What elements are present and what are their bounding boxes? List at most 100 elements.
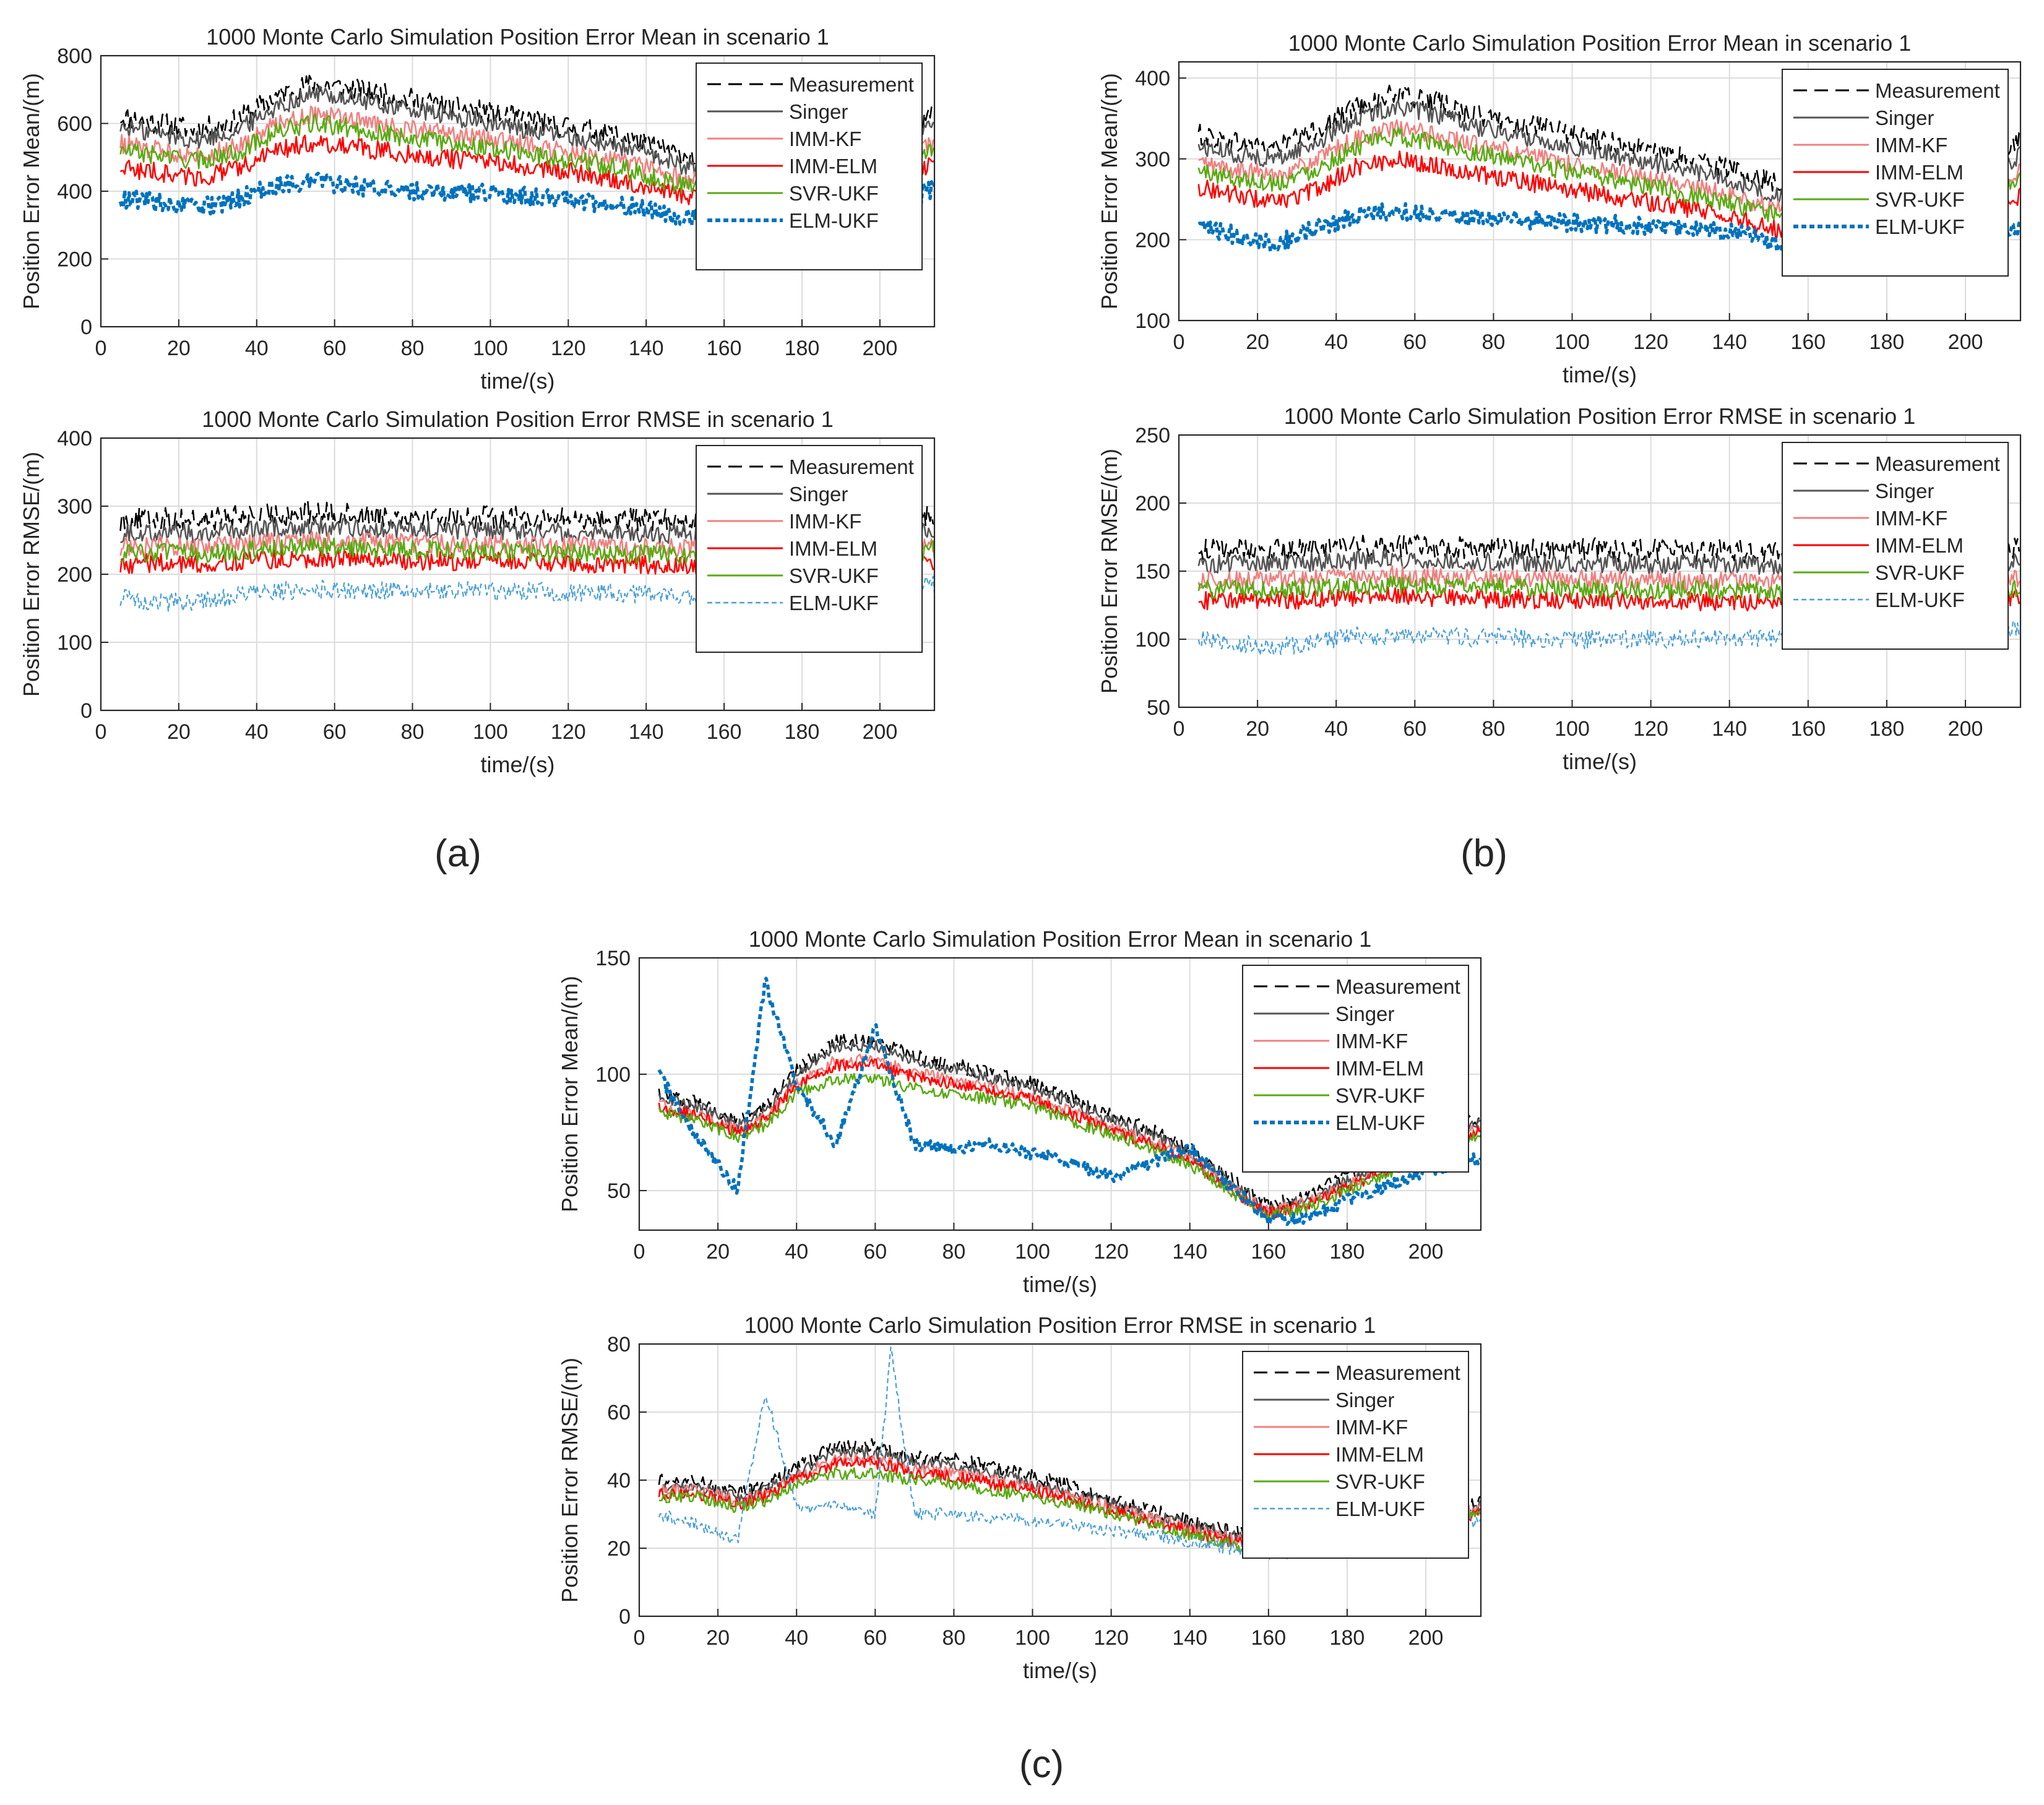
y-tick-label: 20 [607, 1537, 631, 1561]
legend-label: Singer [789, 483, 848, 506]
x-tick-label: 180 [1330, 1240, 1365, 1264]
y-tick-label: 400 [57, 180, 92, 204]
legend-label: SVR-UKF [1335, 1084, 1425, 1107]
x-tick-label: 200 [1408, 1240, 1444, 1264]
x-tick-label: 140 [1172, 1626, 1207, 1650]
x-tick-label: 100 [1555, 717, 1590, 741]
series-layer [657, 976, 1481, 1226]
x-tick-label: 120 [1093, 1626, 1129, 1650]
legend-label: Measurement [1875, 452, 2000, 475]
y-axis-label: Position Error RMSE/(m) [1097, 449, 1122, 694]
x-tick-label: 0 [1173, 717, 1185, 741]
x-axis-label: time/(s) [1563, 749, 1637, 774]
chart-2: 0 20 40 60 80 100 120 140 160 180 200 100 200 300 400 1… [1097, 30, 2022, 387]
x-tick-label: 160 [707, 337, 742, 360]
y-tick-label: 400 [57, 427, 92, 450]
x-tick-label: 20 [167, 337, 191, 360]
x-tick-label: 100 [1015, 1240, 1050, 1264]
y-tick-label: 100 [1135, 628, 1170, 652]
x-tick-label: 80 [401, 337, 425, 360]
legend-label: Measurement [1335, 1361, 1460, 1384]
x-tick-label: 200 [863, 337, 898, 360]
series-line-imm-elm [658, 1058, 1481, 1220]
legend-label: IMM-ELM [1335, 1443, 1424, 1466]
legend-label: Singer [1335, 1389, 1394, 1411]
x-tick-label: 140 [1712, 717, 1747, 741]
legend-label: Measurement [789, 455, 914, 478]
x-axis-label: time/(s) [481, 752, 555, 777]
x-tick-label: 120 [551, 337, 586, 360]
x-tick-label: 0 [95, 720, 107, 744]
y-tick-label: 200 [1135, 228, 1170, 252]
x-tick-label: 200 [1408, 1626, 1444, 1650]
series-line-imm-kf [658, 1053, 1481, 1217]
x-tick-label: 0 [1173, 330, 1185, 354]
x-tick-label: 160 [707, 720, 742, 744]
x-tick-label: 180 [1869, 717, 1905, 741]
y-tick-label: 600 [57, 113, 92, 136]
y-tick-label: 80 [607, 1333, 631, 1356]
legend-label: Singer [1875, 480, 1934, 502]
x-tick-label: 140 [629, 337, 664, 360]
legend-label: IMM-KF [1335, 1416, 1408, 1439]
x-tick-label: 80 [942, 1240, 965, 1264]
legend-label: IMM-ELM [1875, 161, 1964, 184]
x-axis-label: time/(s) [1023, 1272, 1097, 1297]
series-line-elm-ukf [657, 976, 1481, 1226]
y-axis-label: Position Error RMSE/(m) [557, 1358, 582, 1603]
x-tick-label: 80 [942, 1626, 965, 1650]
y-tick-label: 800 [57, 45, 92, 68]
legend-label: SVR-UKF [789, 564, 879, 587]
legend-label: ELM-UKF [1335, 1111, 1425, 1134]
x-tick-label: 140 [1712, 330, 1747, 354]
x-tick-label: 200 [1948, 717, 1983, 741]
x-tick-label: 20 [706, 1240, 730, 1264]
x-tick-label: 60 [323, 720, 347, 744]
x-tick-label: 80 [1481, 717, 1505, 741]
x-tick-label: 20 [1246, 330, 1269, 354]
legend-label: ELM-UKF [789, 592, 879, 614]
x-tick-label: 100 [473, 720, 508, 744]
x-tick-label: 40 [245, 337, 269, 360]
chart-4: 0 20 40 60 80 100 120 140 160 180 200 50 100 150 200 25… [1097, 403, 2022, 774]
legend-label: Singer [1335, 1002, 1394, 1025]
legend-label: IMM-KF [789, 127, 861, 150]
x-tick-label: 120 [1633, 717, 1668, 741]
x-tick-label: 200 [1948, 330, 1983, 354]
x-tick-label: 0 [634, 1240, 645, 1264]
caption-b: (b) [1460, 832, 1507, 875]
y-tick-label: 50 [1147, 696, 1170, 720]
x-tick-label: 0 [634, 1626, 645, 1650]
x-tick-label: 40 [785, 1626, 808, 1650]
legend: Measurement Singer IMM-KF IMM-ELM SVR-UKF ELM… [1782, 69, 2009, 277]
x-tick-label: 100 [473, 337, 508, 360]
x-tick-label: 140 [629, 720, 664, 744]
x-tick-label: 100 [1015, 1626, 1050, 1650]
series-line-singer [658, 1040, 1481, 1214]
x-tick-label: 180 [785, 720, 820, 744]
y-tick-label: 100 [57, 631, 92, 655]
y-tick-label: 100 [1135, 309, 1170, 333]
x-tick-label: 160 [1251, 1240, 1286, 1264]
legend-label: SVR-UKF [1875, 188, 1965, 211]
y-tick-label: 200 [57, 248, 92, 272]
caption-c: (c) [1019, 1743, 1064, 1786]
y-tick-label: 200 [1135, 492, 1170, 515]
legend-label: ELM-UKF [1335, 1497, 1425, 1520]
x-tick-label: 180 [785, 337, 820, 360]
axes-frame [638, 957, 1482, 1231]
y-tick-label: 200 [57, 563, 92, 587]
x-tick-label: 40 [1324, 717, 1348, 741]
legend-label: ELM-UKF [1875, 215, 1965, 238]
x-tick-label: 80 [1481, 330, 1505, 354]
axes-frame [1178, 61, 2022, 322]
y-tick-label: 150 [595, 947, 631, 970]
legend-label: Singer [789, 100, 848, 123]
legend-label: Measurement [1335, 975, 1460, 998]
x-tick-label: 120 [1093, 1240, 1129, 1264]
x-tick-label: 180 [1330, 1626, 1365, 1650]
legend-label: SVR-UKF [1875, 561, 1965, 584]
legend-label: IMM-KF [789, 510, 861, 533]
y-axis-label: Position Error RMSE/(m) [19, 452, 44, 697]
